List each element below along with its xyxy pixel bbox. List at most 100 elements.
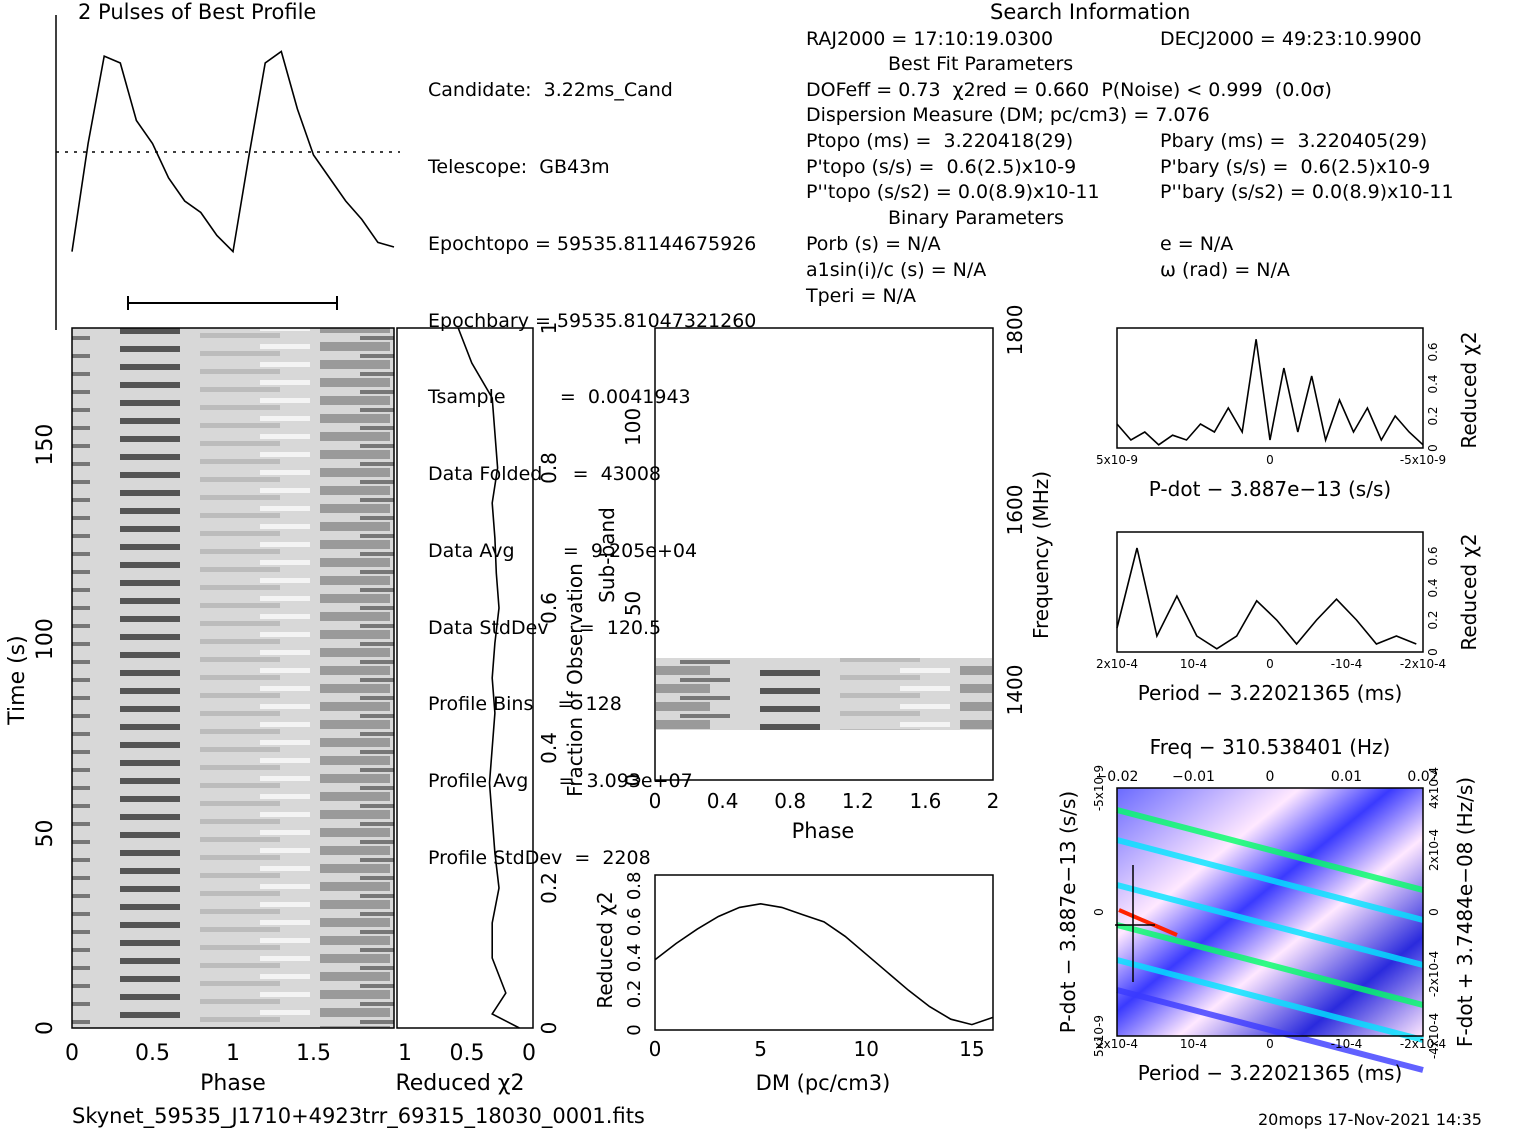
- pdot-chi2-xtick: -5x10-9: [1400, 453, 1446, 467]
- pdot-period-ylabel-right: F-dot + 3.7484e−08 (Hz/s): [1453, 777, 1477, 1047]
- profile-title: 2 Pulses of Best Profile: [78, 0, 317, 24]
- pdot-chi2-ytick: 0.2: [1426, 406, 1440, 425]
- subband-xtick: 2: [987, 789, 1000, 813]
- pdot-period-ridge: [1116, 807, 1424, 893]
- period-chi2-xtick: 2x10-4: [1096, 657, 1138, 671]
- dm-value: Dispersion Measure (DM; pc/cm3) = 7.076: [806, 104, 1210, 126]
- pdot-period-title: Freq − 310.538401 (Hz): [1150, 735, 1391, 759]
- pdot-period-xlabel: Period − 3.22021365 (ms): [1138, 1061, 1403, 1085]
- time-chi2-xtick: 0: [522, 1041, 536, 1066]
- pdot-period-ytick: -5x10-9: [1092, 765, 1106, 811]
- subband-ytick: 0: [621, 774, 645, 787]
- info-line: Epochbary = 59535.81047321260: [428, 309, 757, 332]
- subband-xlabel: Phase: [792, 819, 855, 843]
- time-chi2-ytick: 0.4: [537, 732, 561, 764]
- time-phase-xtick: 1.5: [296, 1041, 331, 1066]
- pdot-period-xtick-top: −0.01: [1172, 769, 1215, 785]
- time-chi2-ylabel: Fraction of Observation: [563, 563, 587, 797]
- pdot-period-frame: [1116, 787, 1424, 1037]
- subband-ytick-right: 1600: [1003, 485, 1027, 536]
- subband-ytick: 50: [621, 591, 645, 616]
- time-phase-xtick: 0: [65, 1041, 79, 1066]
- time-chi2-line: [457, 327, 520, 1029]
- pdtopo-value: P'topo (s/s) = 0.6(2.5)x10-9: [806, 156, 1077, 178]
- dec-value: DECJ2000 = 49:23:10.9900: [1160, 28, 1422, 50]
- pbary-value: Pbary (ms) = 3.220405(29): [1160, 130, 1428, 152]
- dm-ytick: 0.2: [624, 980, 645, 1009]
- subband-ylabel: Sub-band: [595, 507, 619, 603]
- pdot-period-ytick-right: 4x10-4: [1427, 767, 1441, 809]
- period-chi2-frame: [1116, 531, 1424, 653]
- pdot-period-xtick-top: 0.02: [1407, 769, 1438, 785]
- period-chi2-xtick: -2x10-4: [1400, 657, 1446, 671]
- dm-xtick: 5: [754, 1037, 767, 1061]
- pdot-period-ridge: [1116, 922, 1424, 1008]
- time-chi2-ytick: 0.6: [537, 592, 561, 624]
- period-chi2-ytick: 0.2: [1426, 610, 1440, 629]
- pdbary-value: P'bary (s/s) = 0.6(2.5)x10-9: [1160, 156, 1431, 178]
- dm-line: [654, 902, 994, 1026]
- asini-value: a1sin(i)/c (s) = N/A: [806, 259, 987, 281]
- ra-value: RAJ2000 = 17:10:19.0300: [806, 28, 1054, 50]
- subband-xtick: 1.6: [909, 789, 941, 813]
- info-line: Epochtopo = 59535.81144675926: [428, 232, 757, 255]
- dm-xlabel: DM (pc/cm3): [756, 1071, 891, 1095]
- pdot-period-ytick-right: 2x10-4: [1427, 829, 1441, 871]
- pdot-chi2-ytick: 0.6: [1426, 342, 1440, 361]
- pdot-period-ridge: [1116, 957, 1424, 1043]
- period-chi2-xtick: 0: [1266, 657, 1274, 671]
- pdot-period-ytick: 5x10-9: [1092, 1015, 1106, 1057]
- pdot-chi2-frame: [1116, 327, 1424, 449]
- pdot-period-xtick-top: −0.02: [1096, 769, 1139, 785]
- subband-image: [656, 658, 992, 730]
- pddtopo-value: P''topo (s/s2) = 0.0(8.9)x10-11: [806, 181, 1100, 203]
- timestamp-label: 20mops 17-Nov-2021 14:35: [1258, 1110, 1482, 1129]
- time-chi2-xtick: 1: [398, 1041, 412, 1066]
- subband-xtick: 1.2: [842, 789, 874, 813]
- dm-frame: [654, 874, 994, 1031]
- info-line: Profile StdDev = 2208: [428, 847, 651, 869]
- pdot-period-xtick: 2x10-4: [1096, 1037, 1138, 1051]
- time-phase-xlabel: Phase: [200, 1071, 266, 1096]
- time-phase-ylabel: Time (s): [5, 635, 30, 725]
- period-chi2-line: [1116, 547, 1417, 650]
- dm-ytick: 0: [624, 1024, 645, 1035]
- time-phase-ytick: 50: [33, 820, 58, 848]
- pdot-period-ridge: [1116, 837, 1424, 923]
- info-line: Tsample = 0.0041943: [428, 386, 691, 409]
- omega-value: ω (rad) = N/A: [1160, 259, 1290, 281]
- pdot-period-ytick-right: 0: [1427, 908, 1441, 916]
- time-chi2-ytick: 0.8: [537, 452, 561, 484]
- pdot-period-ytick-right: -2x10-4: [1427, 951, 1441, 997]
- time-chi2-ytick: 0.2: [537, 872, 561, 904]
- pdot-chi2-line: [1116, 339, 1424, 446]
- subband-xtick: 0.8: [774, 789, 806, 813]
- subband-ytick-right: 1800: [1003, 305, 1027, 356]
- time-phase-xtick: 0.5: [135, 1041, 170, 1066]
- subband-ytick: 100: [621, 408, 645, 446]
- pdot-period-xtick: -10-4: [1331, 1037, 1363, 1051]
- time-chi2-ytick: 0: [537, 1022, 561, 1035]
- time-phase-xtick: 1: [226, 1041, 240, 1066]
- search-info-title: Search Information: [990, 0, 1191, 24]
- pdot-chi2-xtick: 0: [1266, 453, 1274, 467]
- time-chi2-xlabel: Reduced χ2: [395, 1071, 524, 1096]
- ecc-value: e = N/A: [1160, 233, 1234, 255]
- pdot-period-ytick-right: -4x10-4: [1427, 1013, 1441, 1059]
- subband-frame: [654, 327, 994, 781]
- pdot-chi2-ylabel: Reduced χ2: [1457, 331, 1481, 448]
- pdot-period-peak: [1118, 908, 1178, 937]
- time-phase-frame: [71, 327, 395, 1029]
- pdot-period-ridge: [1116, 882, 1424, 968]
- tperi-value: Tperi = N/A: [806, 285, 917, 307]
- time-phase-image: [72, 328, 394, 1028]
- dm-xtick: 10: [854, 1037, 879, 1061]
- period-chi2-xtick: 10-4: [1180, 657, 1207, 671]
- filename-label: Skynet_59535_J1710+4923trr_69315_18030_0…: [72, 1104, 645, 1128]
- pdot-period-ylabel: P-dot − 3.887e−13 (s/s): [1056, 791, 1080, 1033]
- pdot-period-xtick: 0: [1266, 1037, 1274, 1051]
- porb-value: Porb (s) = N/A: [806, 233, 941, 255]
- binary-params-title: Binary Parameters: [888, 207, 1064, 229]
- time-phase-ytick: 150: [33, 424, 58, 466]
- period-chi2-ytick: 0.6: [1426, 546, 1440, 565]
